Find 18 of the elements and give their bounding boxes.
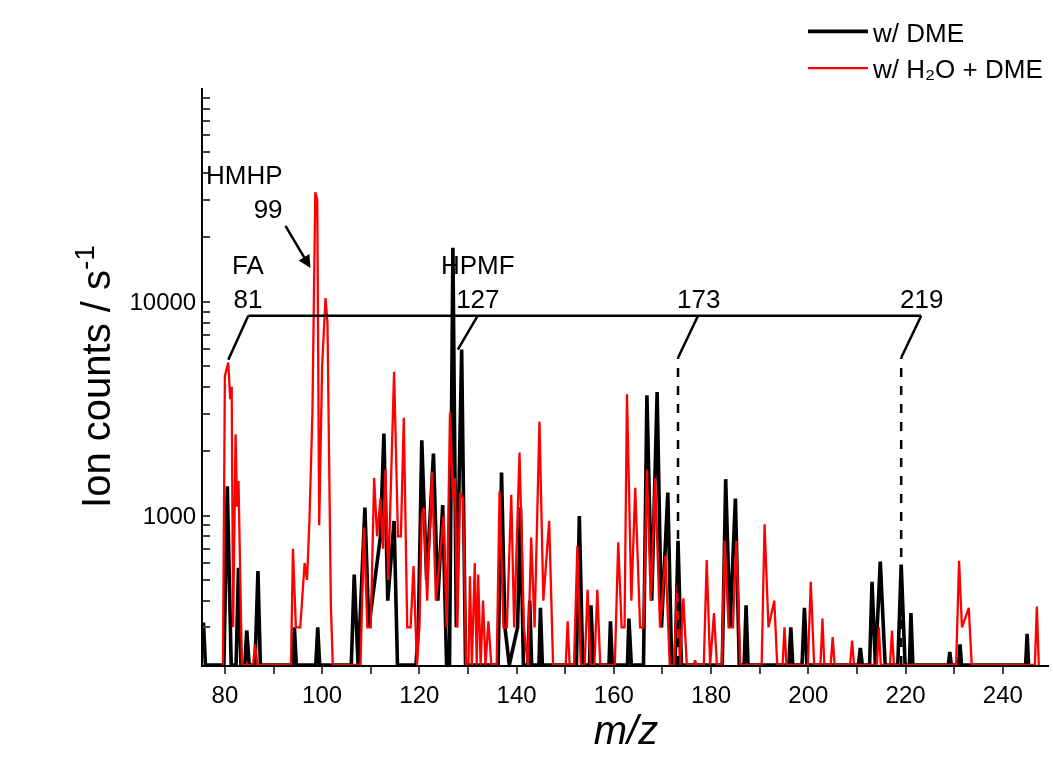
annotation: 219 [900, 284, 944, 314]
legend-label: w/ H₂O + DME [872, 54, 1043, 85]
annotation: 173 [677, 284, 721, 314]
y-tick-label: 10000 [129, 288, 197, 316]
x-tick-label: 180 [691, 680, 732, 708]
x-tick-label: 200 [788, 680, 829, 708]
x-tick-label: 120 [399, 680, 440, 708]
x-tick-label: 140 [496, 680, 537, 708]
y-tick-label: 1000 [142, 501, 197, 529]
annotation: FA 81 [232, 250, 265, 314]
x-tick-label: 220 [885, 680, 926, 708]
annotation: HMHP 99 [206, 160, 283, 224]
x-tick-label: 100 [302, 680, 343, 708]
legend-label: w/ DME [872, 17, 964, 48]
x-tick-label: 80 [211, 680, 239, 708]
x-tick-label: 240 [982, 680, 1023, 708]
x-axis-title: m/z [593, 707, 659, 752]
x-tick-label: 160 [593, 680, 634, 708]
